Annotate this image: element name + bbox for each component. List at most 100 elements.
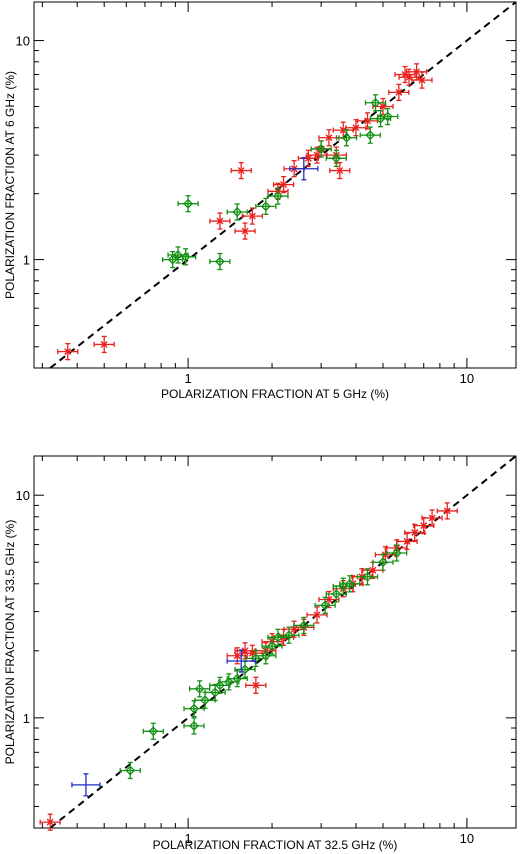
- diamond-marker: [194, 683, 205, 694]
- green-data-point: [261, 637, 283, 655]
- x-marker: [241, 227, 249, 235]
- x-tick-label: 10: [460, 371, 474, 386]
- green-data-point: [175, 248, 197, 266]
- green-data-point: [183, 699, 205, 718]
- red-data-point: [356, 112, 379, 130]
- x-marker: [237, 167, 245, 175]
- diamond-marker: [260, 201, 271, 212]
- green-data-point: [226, 203, 248, 221]
- green-data-point: [386, 544, 408, 562]
- red-data-point: [39, 813, 61, 831]
- x-marker: [352, 124, 360, 132]
- diamond-marker: [214, 680, 225, 691]
- x-marker: [313, 151, 321, 159]
- red-data-point: [272, 175, 295, 194]
- blue-data-point: [289, 157, 319, 181]
- x-tick-label: 1: [185, 831, 192, 846]
- diamond-marker: [331, 153, 342, 164]
- green-data-point: [359, 126, 381, 144]
- green-data-point: [255, 197, 277, 216]
- green-data-point: [335, 129, 358, 147]
- diamond-marker: [173, 250, 183, 260]
- diamond-marker: [183, 198, 194, 209]
- x-marker: [325, 596, 333, 604]
- green-data-point: [356, 568, 379, 586]
- x-marker: [216, 217, 224, 225]
- red-data-point: [362, 561, 384, 579]
- x-marker: [443, 507, 451, 515]
- x-marker: [413, 68, 421, 76]
- diamond-marker: [223, 676, 234, 687]
- y-tick-label: 10: [16, 34, 30, 49]
- x-marker: [339, 126, 347, 134]
- reference-line-y-equals-x: [49, 1, 517, 369]
- diamond-marker: [125, 765, 136, 776]
- diamond-marker: [232, 673, 243, 684]
- diamond-marker: [250, 653, 261, 664]
- x-marker: [304, 154, 312, 162]
- green-data-point: [183, 717, 205, 735]
- x-marker: [313, 611, 321, 619]
- red-data-point: [421, 509, 443, 527]
- diamond-marker: [365, 130, 376, 141]
- diamond-marker: [148, 726, 159, 737]
- red-data-point: [388, 83, 410, 102]
- red-data-point: [396, 532, 418, 551]
- x-marker: [100, 340, 108, 348]
- green-data-point: [209, 676, 231, 694]
- diamond-marker: [370, 97, 381, 108]
- diamond-marker: [214, 256, 225, 267]
- red-data-point: [57, 343, 79, 361]
- diamond-marker: [210, 687, 221, 698]
- red-data-point: [209, 212, 231, 230]
- diamond-marker: [189, 703, 199, 714]
- red-data-point: [436, 502, 458, 520]
- diamond-marker: [180, 251, 191, 262]
- red-data-point: [230, 161, 252, 180]
- diamond-marker: [344, 578, 355, 589]
- red-data-point: [411, 71, 433, 89]
- green-data-point: [142, 722, 164, 740]
- diamond-marker: [273, 191, 283, 201]
- x-marker: [233, 652, 241, 660]
- green-data-point: [314, 596, 336, 615]
- diamond-marker: [378, 557, 388, 568]
- x-axis-label: POLARIZATION FRACTION AT 5 GHz (%): [161, 387, 389, 401]
- green-data-point: [325, 149, 347, 167]
- x-marker: [325, 134, 333, 142]
- x-axis-label: POLARIZATION FRACTION AT 32.5 GHz (%): [153, 838, 398, 852]
- diamond-marker: [260, 650, 271, 661]
- diamond-marker: [316, 144, 327, 154]
- x-marker: [369, 566, 377, 574]
- diamond-marker: [189, 720, 199, 731]
- blue-data-point: [71, 773, 101, 797]
- red-data-point: [245, 676, 267, 694]
- green-data-point: [377, 107, 399, 126]
- y-axis-label: POLARIZATION FRACTION AT 33.5 GHz (%): [3, 520, 17, 765]
- diamond-marker: [382, 111, 393, 122]
- green-data-point: [372, 553, 394, 571]
- red-data-point: [297, 149, 320, 167]
- diamond-marker: [273, 632, 283, 643]
- x-tick-label: 10: [460, 831, 474, 846]
- x-marker: [64, 348, 72, 356]
- red-data-point: [241, 644, 264, 662]
- x-marker: [403, 537, 411, 545]
- diamond-marker: [298, 620, 309, 631]
- y-axis-label: POLARIZATION FRACTION AT 6 GHz (%): [3, 71, 17, 299]
- green-data-point: [189, 680, 211, 698]
- green-data-point: [209, 252, 231, 271]
- x-marker: [428, 514, 436, 522]
- diamond-marker: [331, 589, 342, 599]
- y-tick-label: 10: [16, 488, 30, 503]
- red-data-point: [318, 129, 340, 147]
- red-data-point: [413, 516, 435, 535]
- green-data-point: [293, 616, 315, 635]
- diamond-marker: [200, 695, 210, 706]
- x-marker: [280, 181, 288, 189]
- diamond-marker: [341, 132, 352, 143]
- chart-panel-bottom: 1 10 1 10 POLARIZATION FRACTION AT 32.5 GHz …: [3, 455, 517, 852]
- y-tick-label: 1: [23, 253, 30, 268]
- x-marker: [405, 73, 413, 81]
